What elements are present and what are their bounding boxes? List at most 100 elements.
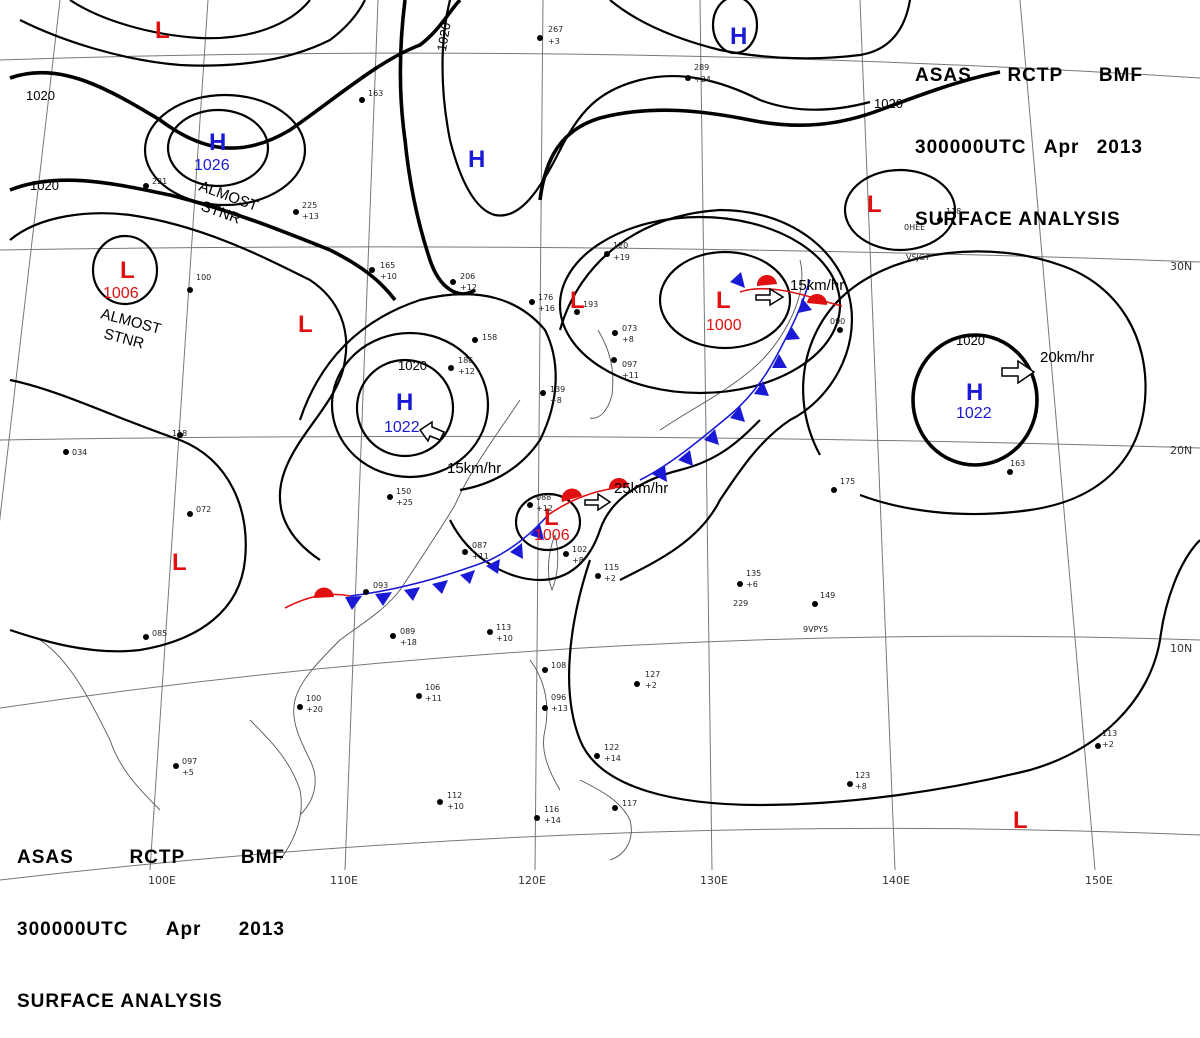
station-value: 122 <box>604 743 619 752</box>
station-value: 221 <box>152 177 167 186</box>
low-center-symbol: L <box>120 257 135 284</box>
parallel-0n <box>0 827 1200 881</box>
isobar-high-1026-inner <box>166 108 270 188</box>
station-marker <box>448 365 454 371</box>
header-product-title: SURFACE ANALYSIS <box>17 991 223 1012</box>
coast-china <box>293 399 521 816</box>
station-marker <box>563 551 569 557</box>
station-value: 118 <box>172 429 187 438</box>
isobar-low-1006-center <box>514 492 582 552</box>
station-marker <box>540 390 546 396</box>
station-value: +11 <box>622 371 639 380</box>
low-center-pressure: 1006 <box>103 285 139 302</box>
station-value: +8 <box>622 335 634 344</box>
isobar-center-mid <box>441 0 871 217</box>
station-value: +10 <box>496 634 513 643</box>
chart-header-bottom: ASAS RCTP BMF 300000UTC Apr 2013 SURFACE… <box>17 798 285 1038</box>
station-marker <box>297 704 303 710</box>
station-marker <box>462 549 468 555</box>
station-value: +13 <box>551 704 568 713</box>
isobar-low-1000-inner <box>658 250 792 350</box>
motion-arrow-icon <box>755 287 785 307</box>
station-value: 108 <box>551 661 566 670</box>
coast-taiwan <box>548 534 559 592</box>
cold-front-triangle <box>754 381 769 396</box>
station-value: 090 <box>830 317 845 326</box>
low-center-symbol: L <box>172 549 187 576</box>
station-value: +12 <box>458 367 475 376</box>
station-value: +3 <box>548 37 560 46</box>
station-value: 106 <box>425 683 440 692</box>
station-marker <box>293 209 299 215</box>
station-value: 158 <box>482 333 497 342</box>
header-year: 2013 <box>238 919 285 940</box>
coast-bay-bengal <box>39 639 161 811</box>
station-marker <box>437 799 443 805</box>
isobar-label: 1020 <box>434 21 454 52</box>
station-marker <box>1007 469 1013 475</box>
chart-header-top: ASAS RCTP BMF 300000UTC Apr 2013 SURFACE… <box>915 16 1143 256</box>
motion-arrow-icon <box>1001 359 1036 385</box>
cold-front-triangle <box>432 580 448 594</box>
station-marker <box>542 667 548 673</box>
station-value: 149 <box>820 591 835 600</box>
surface-analysis-map: 110E 120E 130E 140E 150E 100E 20N 10N 30… <box>0 0 1200 887</box>
motion-arrows <box>418 287 1036 512</box>
station-value: 100 <box>196 273 211 282</box>
station-value: 097 <box>182 757 197 766</box>
isobar-1020-east-north <box>538 70 1001 201</box>
motion-speed-label: 25km/hr <box>614 480 668 497</box>
station-value: 096 <box>551 693 566 702</box>
station-value: 165 <box>380 261 395 270</box>
warm-front-semicircle <box>608 477 629 489</box>
motion-arrow-icon <box>584 492 612 512</box>
station-value: 115 <box>604 563 619 572</box>
station-marker <box>143 634 149 640</box>
lat-label-30n: 30N <box>1170 260 1192 273</box>
lon-label-100e: 100E <box>148 874 176 887</box>
high-center-symbol: H <box>209 129 226 156</box>
station-marker <box>416 693 422 699</box>
station-value: +24 <box>694 75 711 84</box>
isobar-label: 1020 <box>30 178 59 193</box>
cold-front-triangle <box>652 466 667 482</box>
front-line-cold-west <box>349 514 549 597</box>
header-valid-time: 300000UTC <box>915 137 1027 158</box>
isobar-north-top <box>19 0 366 67</box>
station-callsign: 229 <box>733 599 748 608</box>
station-marker <box>472 337 478 343</box>
station-value: 087 <box>472 541 487 550</box>
cold-front-triangle <box>345 596 362 610</box>
coast-mindanao <box>579 779 632 861</box>
header-month: Apr <box>1043 137 1080 158</box>
station-value: +8 <box>572 556 584 565</box>
station-marker <box>612 330 618 336</box>
station-marker <box>604 251 610 257</box>
isobar-label: 1020 <box>26 88 55 103</box>
station-marker <box>537 35 543 41</box>
parallel-10n <box>0 635 1200 709</box>
station-value: 175 <box>840 477 855 486</box>
fronts <box>284 272 843 610</box>
lon-label-110e: 110E <box>330 874 358 887</box>
station-value: +6 <box>746 580 758 589</box>
isobar-low-1006-west <box>91 234 159 306</box>
motion-speed-label: 20km/hr <box>1040 349 1094 366</box>
station-value: +8 <box>550 396 562 405</box>
station-value: +14 <box>604 754 621 763</box>
station-value: 267 <box>548 25 563 34</box>
isobar-east-top <box>609 0 912 60</box>
cold-front-triangle <box>786 326 800 340</box>
front-line-warm-center <box>547 487 616 516</box>
station-value: +11 <box>425 694 442 703</box>
station-marker <box>574 309 580 315</box>
high-center-symbol: H <box>468 146 485 173</box>
cold-front-triangle <box>730 406 745 422</box>
station-value: +2 <box>645 681 657 690</box>
station-marker <box>595 573 601 579</box>
station-value: +19 <box>613 253 630 262</box>
station-value: +10 <box>447 802 464 811</box>
station-value: 116 <box>544 805 559 814</box>
station-value: +2 <box>1102 740 1114 749</box>
station-value: +2 <box>604 574 616 583</box>
